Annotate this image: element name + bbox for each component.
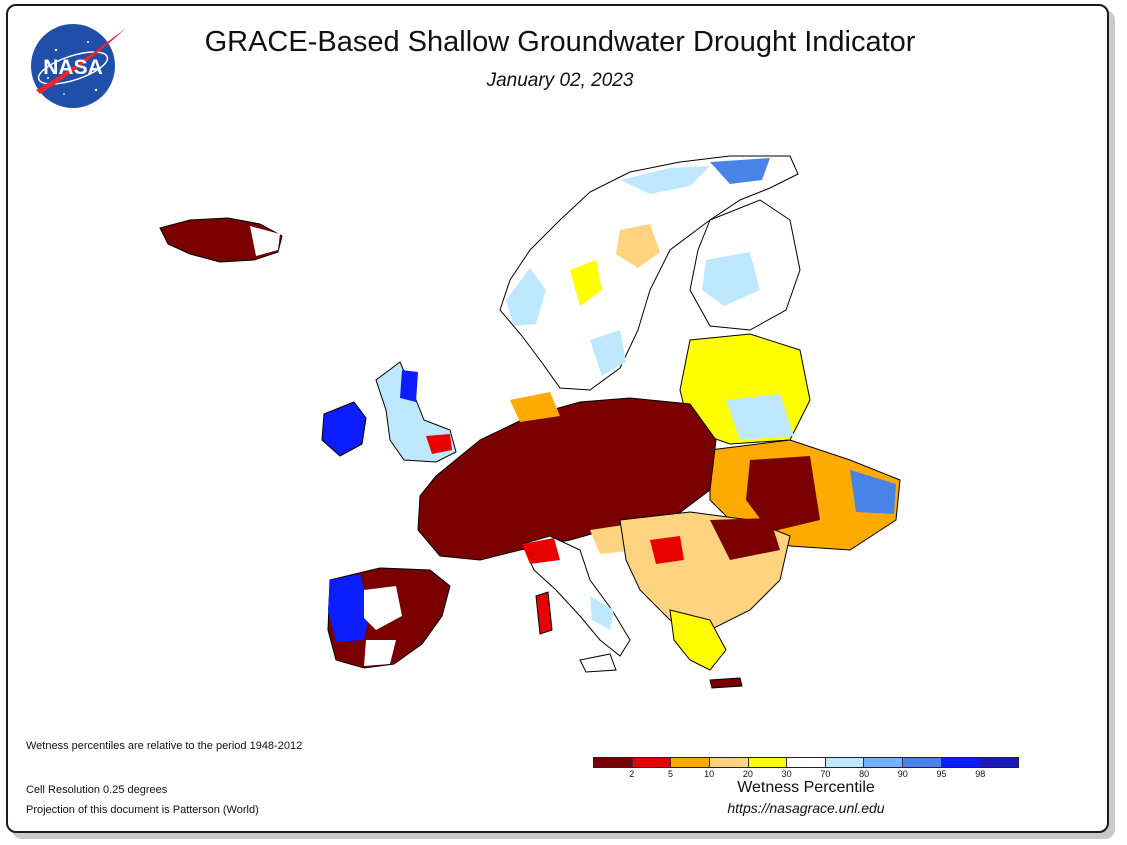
europe-drought-map <box>159 155 901 689</box>
legend-swatch <box>980 758 1019 767</box>
legend-swatch <box>864 758 904 767</box>
nasa-logo-text: NASA <box>43 56 103 79</box>
legend-swatch <box>787 758 826 767</box>
nasa-logo: NASA <box>31 24 126 108</box>
source-url: https://nasagrace.unl.edu <box>727 800 885 816</box>
period-note: Wetness percentiles are relative to the … <box>26 740 303 752</box>
legend-tick-label: 98 <box>975 769 986 779</box>
legend-tick-label: 95 <box>936 769 947 779</box>
map-date: January 02, 2023 <box>486 70 634 91</box>
sicily <box>579 653 617 673</box>
legend-ticks: 2 5 10 20 30 70 80 90 95 98 <box>593 769 1019 783</box>
legend-colorbar <box>593 757 1019 768</box>
legend-tick-label: 70 <box>820 769 831 779</box>
crete <box>709 677 743 689</box>
sardinia <box>535 591 553 635</box>
legend-swatch <box>709 758 749 767</box>
scandinavia <box>499 155 799 391</box>
legend-tick-label: 80 <box>859 769 870 779</box>
legend-title: Wetness Percentile <box>737 779 875 796</box>
legend-tick-label: 30 <box>781 769 792 779</box>
ireland <box>321 401 367 457</box>
greece <box>669 609 727 671</box>
legend-swatch <box>903 758 942 767</box>
legend-swatch <box>594 758 633 767</box>
projection-note: Projection of this document is Patterson… <box>26 804 259 816</box>
resolution-note: Cell Resolution 0.25 degrees <box>26 784 168 796</box>
legend-tick-label: 10 <box>704 769 715 779</box>
map-title: GRACE-Based Shallow Groundwater Drought … <box>204 26 916 58</box>
legend-tick-label: 90 <box>897 769 908 779</box>
legend-tick-label: 2 <box>629 769 635 779</box>
legend-tick-label: 5 <box>667 769 673 779</box>
legend-tick-label: 20 <box>742 769 753 779</box>
legend-swatch <box>671 758 710 767</box>
legend-swatch <box>941 758 981 767</box>
legend-swatch <box>825 758 865 767</box>
legend-swatch <box>748 758 788 767</box>
legend-swatch <box>632 758 672 767</box>
